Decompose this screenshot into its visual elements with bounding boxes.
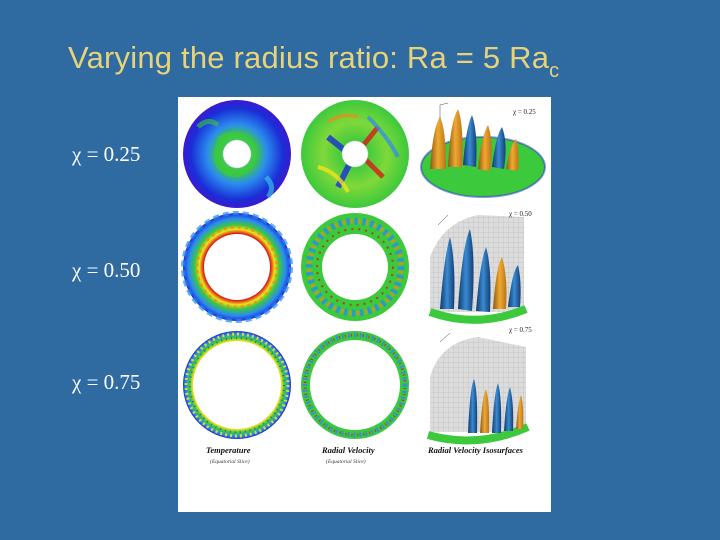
chi-tag-025: χ = 0.25 — [513, 108, 536, 116]
slide-title-subscript: c — [549, 60, 560, 82]
velocity-slice-chi-025 — [301, 100, 409, 208]
row-label-chi-050: χ = 0.50 — [72, 258, 141, 282]
caption-radial-velocity: Radial Velocity — [321, 445, 375, 455]
chi-tag-075: χ = 0.75 — [509, 326, 532, 334]
simulation-figure-svg: χ = 0.25 χ = 0.50 — [181, 100, 546, 465]
slide-title-text: Varying the radius ratio: Ra = 5 Ra — [68, 40, 550, 75]
temperature-slice-chi-075 — [183, 331, 291, 439]
temperature-slice-chi-025 — [183, 100, 291, 208]
isosurface-chi-075: χ = 0.75 — [426, 326, 532, 445]
caption-radial-velocity-sub: (Equatorial Slice) — [326, 458, 366, 465]
temperature-slice-chi-050 — [181, 211, 293, 323]
chi-tag-050: χ = 0.50 — [509, 210, 532, 218]
caption-temperature: Temperature — [206, 445, 251, 455]
velocity-slice-chi-050 — [301, 213, 409, 321]
caption-isosurfaces: Radial Velocity Isosurfaces — [427, 445, 524, 455]
caption-temperature-sub: (Equatorial Slice) — [210, 458, 250, 465]
isosurface-chi-025: χ = 0.25 — [420, 102, 546, 198]
row-label-chi-075: χ = 0.75 — [72, 370, 141, 394]
row-label-chi-025: χ = 0.25 — [72, 142, 141, 166]
isosurface-chi-050: χ = 0.50 — [428, 210, 532, 324]
slide-title: Varying the radius ratio: Ra = 5 Rac — [68, 40, 559, 83]
velocity-slice-chi-075 — [301, 331, 409, 439]
simulation-figure: χ = 0.25 χ = 0.50 — [178, 97, 551, 512]
